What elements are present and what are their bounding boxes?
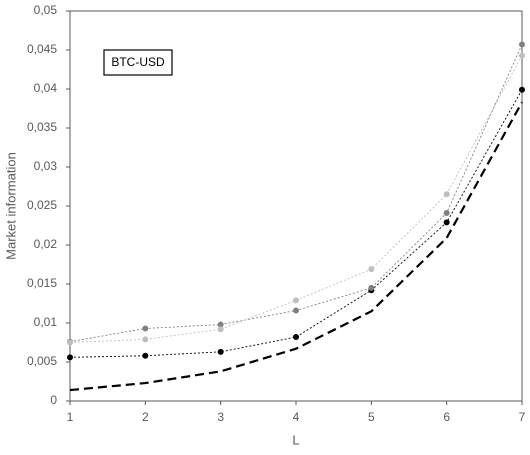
series-marker xyxy=(519,52,525,59)
series-marker xyxy=(519,86,525,93)
series-marker xyxy=(443,219,450,226)
annotation-box xyxy=(103,49,173,76)
series-marker xyxy=(142,325,149,332)
series-line xyxy=(69,44,523,343)
y-tick-label: 0,03 xyxy=(34,159,58,173)
x-tick-label: 1 xyxy=(67,410,74,424)
x-tick-label: 3 xyxy=(217,410,224,424)
series-marker xyxy=(142,336,149,343)
series-marker xyxy=(368,284,375,291)
y-tick-label: 0,05 xyxy=(34,3,58,17)
x-tick-label: 5 xyxy=(368,410,375,424)
series-marker xyxy=(293,307,299,314)
x-tick-label: 4 xyxy=(293,410,300,424)
series-line xyxy=(69,101,523,392)
series-marker xyxy=(217,348,224,355)
y-tick-label: 0,025 xyxy=(27,198,57,212)
x-tick-label: 6 xyxy=(443,410,450,424)
y-tick-label: 0,04 xyxy=(34,81,58,95)
y-axis-label: Market information xyxy=(3,152,18,260)
series-marker xyxy=(67,339,73,346)
y-tick-label: 0,015 xyxy=(27,276,57,290)
series-marker xyxy=(443,210,450,217)
y-tick-label: 0,005 xyxy=(27,354,57,368)
series-marker xyxy=(443,191,450,198)
series-marker xyxy=(293,334,299,341)
y-tick-label: 0,01 xyxy=(34,315,58,329)
series-marker xyxy=(519,41,525,48)
x-tick-label: 7 xyxy=(519,410,526,424)
y-tick-label: 0,045 xyxy=(27,42,57,56)
x-tick-label: 2 xyxy=(142,410,149,424)
y-tick-label: 0,02 xyxy=(34,237,58,251)
y-tick-label: 0 xyxy=(50,393,57,407)
series-marker xyxy=(293,297,299,304)
series-marker xyxy=(67,354,73,361)
annotation: BTC-USD xyxy=(111,55,165,69)
y-tick-label: 0,035 xyxy=(27,120,57,134)
series-marker xyxy=(217,321,224,328)
series-marker xyxy=(368,266,375,273)
series-marker xyxy=(217,326,224,333)
series-marker xyxy=(142,352,149,359)
x-axis-label: L xyxy=(292,432,299,447)
